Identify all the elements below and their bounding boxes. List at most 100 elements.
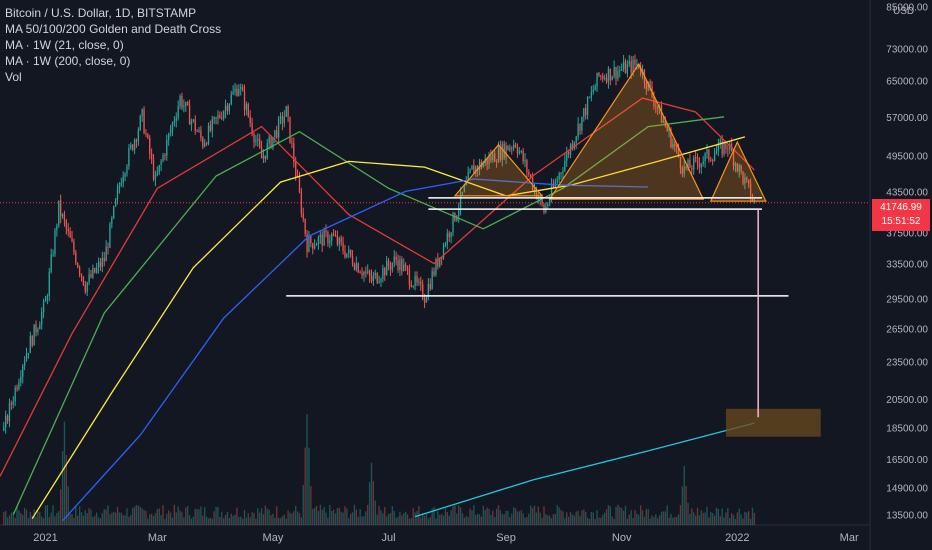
candle-body: [23, 360, 26, 366]
volume-bar: [668, 517, 670, 525]
volume-bar: [213, 511, 215, 525]
candle-body: [8, 403, 11, 422]
candle-body: [732, 151, 735, 166]
candle-body: [344, 251, 346, 258]
volume-bar: [86, 513, 88, 525]
candle-body: [313, 245, 316, 249]
candle-body: [376, 272, 378, 283]
volume-bar: [545, 514, 547, 525]
candle-body: [507, 145, 509, 151]
candle-body: [264, 155, 267, 159]
candle-body: [351, 255, 354, 265]
candle-body: [556, 179, 558, 182]
candle-body: [355, 263, 358, 270]
volume-bar: [39, 511, 41, 525]
volume-bar: [109, 514, 111, 525]
volume-bar: [132, 507, 134, 525]
candle-body: [196, 130, 198, 132]
candle-body: [230, 94, 232, 105]
volume-bar: [694, 515, 697, 525]
volume-bar: [171, 517, 174, 525]
volume-bar: [526, 516, 528, 525]
candle-body: [626, 64, 629, 74]
candle-countdown: 15:51:52: [881, 216, 921, 227]
volume-bar: [236, 507, 238, 525]
volume-bar: [446, 511, 448, 525]
candle-body: [177, 106, 179, 118]
candle-body: [340, 237, 342, 243]
volume-bar: [103, 509, 105, 525]
candle-body: [649, 81, 651, 87]
volume-bar: [636, 513, 638, 525]
y-tick-label: 29500.00: [886, 295, 928, 306]
volume-bar: [729, 518, 731, 525]
candle-body: [65, 220, 68, 229]
candle-body: [725, 142, 727, 149]
volume-bar: [556, 504, 558, 525]
candle-body: [181, 96, 183, 108]
candle-body: [22, 365, 24, 377]
volume-bar: [583, 509, 585, 525]
volume-bar: [404, 511, 407, 525]
volume-bar: [355, 509, 358, 525]
candle-body: [73, 241, 75, 253]
volume-bar: [35, 516, 37, 525]
indicator-volume[interactable]: Vol: [5, 70, 22, 84]
volume-bar: [730, 513, 733, 525]
candle-body: [611, 76, 613, 81]
volume-bar: [8, 515, 11, 525]
candle-body: [365, 271, 367, 273]
candle-body: [63, 214, 66, 221]
candle-body: [524, 159, 526, 162]
moving-average-line: [62, 178, 649, 522]
currency-label[interactable]: USD: [893, 6, 915, 17]
candle-body: [596, 72, 598, 87]
volume-bar: [497, 505, 500, 525]
indicator-ma-21w[interactable]: MA · 1W (21, close, 0): [5, 38, 124, 52]
volume-bar: [456, 513, 458, 525]
volume-bar: [603, 512, 606, 525]
candle-body: [268, 136, 270, 144]
candle-body: [418, 281, 420, 283]
volume-bar: [590, 511, 593, 525]
candle-body: [234, 88, 236, 92]
candle-body: [537, 198, 539, 200]
indicator-ma-cross[interactable]: MA 50/100/200 Golden and Death Cross: [5, 22, 222, 36]
volume-bar: [52, 505, 54, 525]
candle-body: [674, 143, 676, 147]
volume-bar: [376, 514, 378, 525]
chart-title[interactable]: Bitcoin / U.S. Dollar, 1D, BITSTAMP: [5, 6, 197, 20]
candle-body: [262, 155, 265, 159]
volume-bar: [403, 513, 405, 525]
chart-legend: Bitcoin / U.S. Dollar, 1D, BITSTAMP MA 5…: [5, 5, 221, 85]
volume-bar: [41, 516, 43, 525]
volume-bar: [401, 515, 403, 525]
volume-bar: [192, 516, 194, 525]
volume-bar: [463, 517, 466, 525]
indicator-ma-200w[interactable]: MA · 1W (200, close, 0): [5, 54, 131, 68]
volume-bar: [600, 517, 602, 525]
candle-body: [442, 245, 445, 259]
volume-bar: [393, 510, 395, 525]
volume-bar: [226, 511, 229, 525]
candle-body: [336, 235, 339, 245]
volume-bar: [264, 505, 267, 525]
volume-bar: [304, 447, 306, 525]
volume-bar: [387, 514, 390, 525]
candle-body: [186, 102, 189, 105]
candle-body: [395, 256, 397, 260]
candle-body: [700, 163, 702, 168]
volume-bar: [458, 505, 460, 525]
candle-body: [298, 176, 301, 192]
candle-body: [509, 147, 511, 151]
volume-bar: [145, 511, 147, 525]
volume-bar: [243, 510, 246, 525]
candle-body: [145, 133, 147, 135]
volume-bar: [408, 518, 411, 525]
candle-body: [92, 268, 94, 278]
candle-body: [113, 206, 115, 218]
volume-bar: [630, 510, 632, 525]
volume-bar: [190, 518, 193, 525]
